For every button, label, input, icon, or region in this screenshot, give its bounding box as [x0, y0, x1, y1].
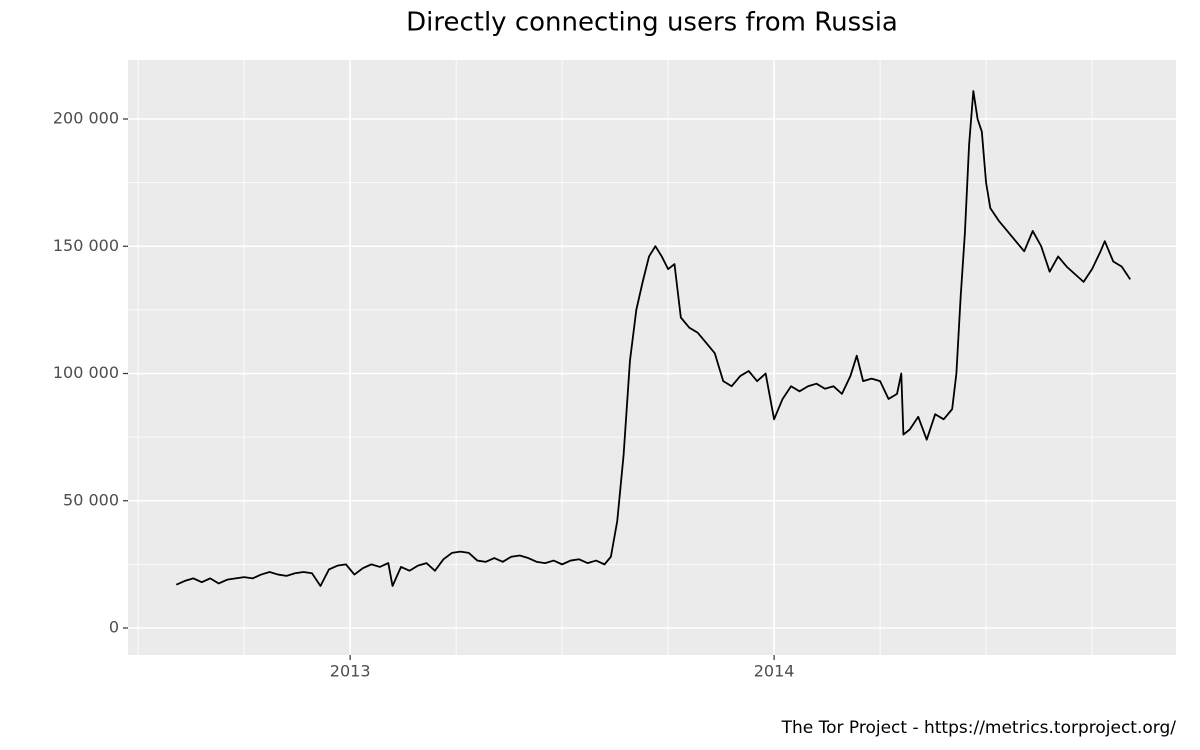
- plot-panel: [128, 60, 1176, 655]
- y-tick-label: 50 000: [63, 490, 119, 509]
- x-tick-label: 2013: [330, 662, 371, 681]
- x-tick-label: 2014: [754, 662, 795, 681]
- y-tick-label: 200 000: [53, 109, 119, 128]
- y-tick-label: 0: [109, 618, 119, 637]
- y-tick-label: 150 000: [53, 236, 119, 255]
- chart-title: Directly connecting users from Russia: [406, 8, 898, 38]
- data-line: [175, 90, 1131, 587]
- y-tick-label: 100 000: [53, 363, 119, 382]
- caption: The Tor Project - https://metrics.torpro…: [781, 718, 1177, 738]
